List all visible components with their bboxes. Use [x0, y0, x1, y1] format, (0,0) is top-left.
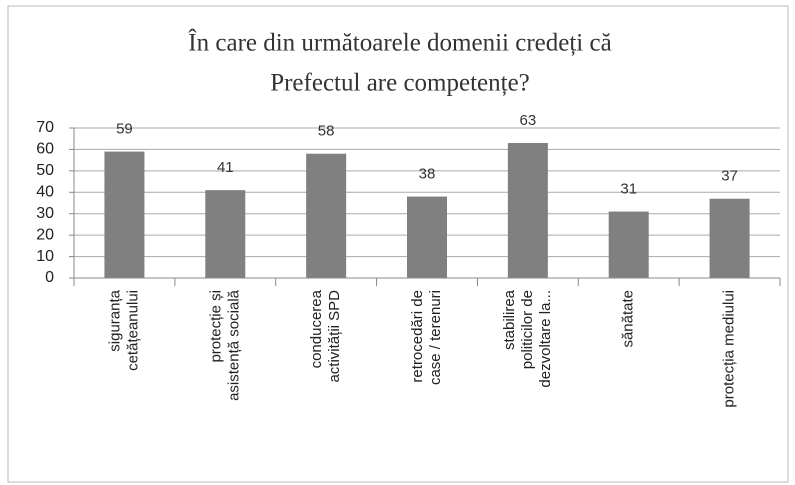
bar	[205, 190, 246, 278]
y-tick-label: 70	[36, 119, 54, 136]
data-label: 31	[620, 181, 637, 198]
bar	[104, 151, 145, 278]
x-tick-label: siguranțacetățeanului	[106, 289, 141, 371]
bar	[709, 198, 750, 278]
chart-frame	[7, 5, 789, 483]
y-tick-label: 40	[36, 184, 54, 201]
data-label: 41	[217, 159, 234, 176]
y-tick-label: 0	[45, 269, 54, 286]
bar	[407, 196, 447, 278]
y-tick-label: 10	[36, 248, 54, 265]
y-tick-label: 60	[36, 141, 54, 158]
data-label: 58	[318, 123, 335, 140]
x-tick-label: protecție șiasistență socială	[207, 289, 242, 401]
x-tick-label: sănătate	[620, 290, 637, 348]
y-tick-label: 50	[36, 162, 54, 179]
data-label: 38	[419, 166, 436, 183]
chart-title: În care din următoarele domenii credeți …	[188, 29, 611, 57]
bar	[507, 143, 548, 278]
data-label: 37	[721, 168, 738, 185]
data-label: 63	[520, 112, 537, 129]
chart-title: Prefectul are competențe?	[270, 70, 530, 97]
bar	[608, 211, 649, 278]
y-tick-label: 20	[36, 226, 54, 243]
x-tick-label: conducereaactivității SPD	[308, 289, 343, 382]
y-tick-label: 30	[36, 205, 54, 222]
x-tick-label: retrocedări decase / terenuri	[409, 290, 444, 385]
data-label: 59	[116, 121, 133, 138]
bar	[306, 153, 347, 278]
x-tick-label: stabilireapoliticilor dedezvoltare la...	[501, 289, 554, 387]
x-tick-label: protecția mediului	[721, 290, 738, 408]
